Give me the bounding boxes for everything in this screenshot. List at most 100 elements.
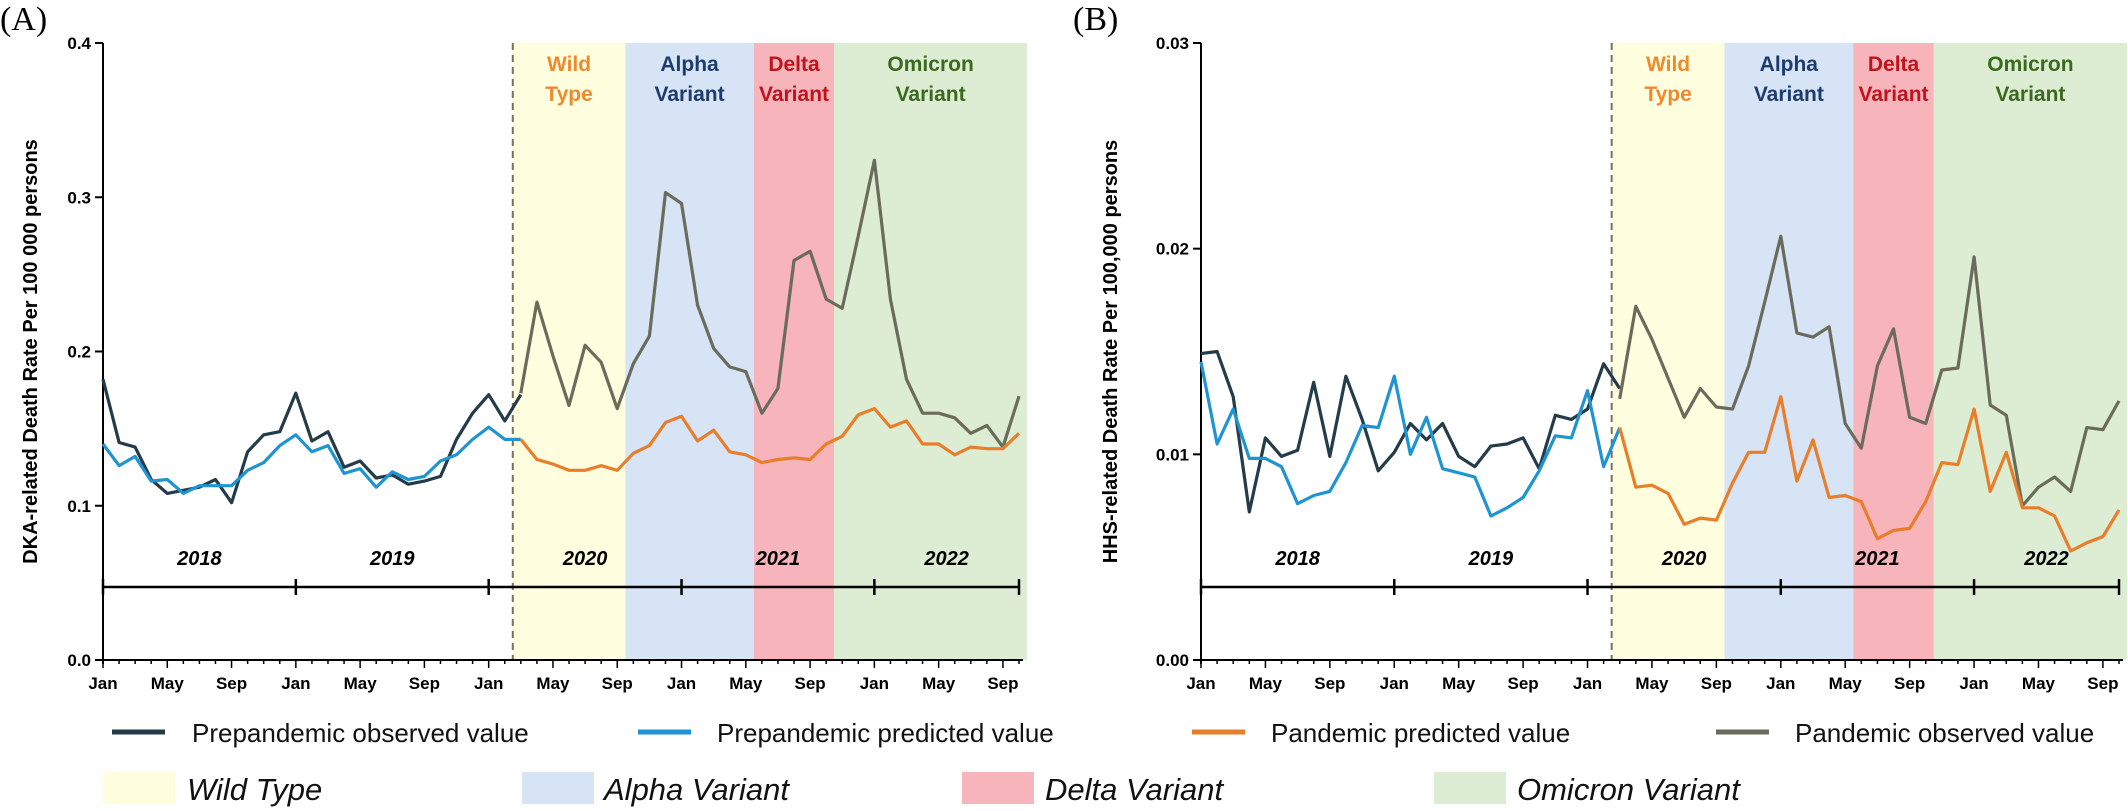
series-line-prepandemic-predicted-value	[101, 425, 521, 495]
x-tick-label: Sep	[1314, 674, 1345, 693]
era-label-omicron: Omicron	[1987, 53, 2073, 76]
y-tick-label: 0.0	[67, 651, 91, 670]
panel-label: (B)	[1073, 1, 1118, 38]
year-label: 2021	[1854, 548, 1900, 570]
era-band-omicron	[834, 43, 1028, 660]
era-band-wild	[1611, 43, 1725, 660]
year-label: 2022	[2023, 548, 2069, 570]
series-line-pandemic-predicted-value	[1618, 395, 2121, 553]
era-label-wild: Wild	[1646, 53, 1690, 76]
x-tick-label: May	[2022, 674, 2056, 693]
y-tick-label: 0.2	[67, 343, 91, 362]
series-line-prepandemic-predicted-value	[1199, 361, 1622, 518]
x-tick-label: Jan	[474, 674, 503, 693]
y-tick-label: 0.03	[1156, 34, 1189, 53]
x-tick-label: Sep	[2087, 674, 2118, 693]
series-line-pandemic-observed-value	[519, 158, 1021, 449]
era-label-wild: Wild	[547, 53, 591, 76]
era-label-alpha: Variant	[655, 83, 725, 106]
x-tick-label: Jan	[1959, 674, 1988, 693]
legend-label-alpha: Alpha Variant	[602, 772, 790, 807]
x-tick-label: May	[1635, 674, 1669, 693]
legend-swatch-alpha	[522, 772, 594, 804]
x-tick-label: May	[344, 674, 378, 693]
x-tick-label: Jan	[860, 674, 889, 693]
era-label-delta: Variant	[1859, 83, 1929, 106]
legend-label-omicron: Omicron Variant	[1517, 772, 1741, 807]
era-label-alpha: Alpha	[660, 53, 719, 76]
year-label: 2018	[1274, 548, 1320, 570]
x-tick-label: May	[151, 674, 185, 693]
era-label-delta: Variant	[759, 83, 829, 106]
era-band-alpha	[625, 43, 754, 660]
legend-label-delta: Delta Variant	[1045, 772, 1224, 807]
x-tick-label: Sep	[1701, 674, 1732, 693]
series-line-prepandemic-observed-value	[101, 378, 523, 505]
legend-swatch-wild	[103, 772, 175, 804]
y-tick-label: 0.01	[1156, 445, 1189, 464]
era-label-delta: Delta	[768, 53, 820, 76]
x-tick-label: May	[729, 674, 763, 693]
y-tick-label: 0.3	[67, 188, 91, 207]
y-tick-label: 0.1	[67, 497, 91, 516]
y-axis-label: DKA-related Death Rate Per 100 000 perso…	[20, 139, 42, 564]
x-tick-label: May	[1442, 674, 1476, 693]
x-tick-label: Jan	[281, 674, 310, 693]
x-tick-label: Jan	[1380, 674, 1409, 693]
y-axis-label: HHS-related Death Rate Per 100,000 perso…	[1100, 140, 1122, 564]
era-band-wild	[512, 43, 626, 660]
chart-panel-a: Wild Type Alpha Variant Delta Variant Omicron V…	[0, 1, 1028, 693]
legend-swatch-omicron	[1434, 772, 1506, 804]
series-line-pandemic-observed-value	[1618, 234, 2121, 508]
x-tick-label: Sep	[602, 674, 633, 693]
era-label-alpha: Variant	[1754, 83, 1824, 106]
legend-label-pandemic-observed: Pandemic observed value	[1795, 718, 2094, 748]
x-tick-label: Sep	[216, 674, 247, 693]
x-tick-label: May	[922, 674, 956, 693]
chart-panel-b: Wild Type Alpha Variant Delta Variant Omicron V…	[1073, 1, 2128, 693]
x-tick-label: Jan	[1186, 674, 1215, 693]
x-tick-label: Jan	[1573, 674, 1602, 693]
year-label: 2018	[176, 548, 222, 570]
year-label: 2020	[1661, 548, 1707, 570]
x-tick-label: Jan	[88, 674, 117, 693]
legend: Prepandemic observed value Prepandemic pr…	[103, 718, 2094, 807]
era-band-delta	[753, 43, 835, 660]
legend-label-pandemic-predicted: Pandemic predicted value	[1271, 718, 1570, 748]
era-band-omicron	[1933, 43, 2128, 660]
x-tick-label: May	[1829, 674, 1863, 693]
x-tick-label: Jan	[1766, 674, 1795, 693]
y-tick-label: 0.02	[1156, 240, 1189, 259]
y-tick-label: 0.00	[1156, 651, 1189, 670]
year-label: 2021	[755, 548, 801, 570]
era-label-wild: Type	[1644, 83, 1691, 106]
legend-swatch-delta	[962, 772, 1034, 804]
era-label-omicron: Variant	[896, 83, 966, 106]
panel-label: (A)	[0, 1, 47, 38]
y-tick-label: 0.4	[67, 34, 91, 53]
legend-label-prepandemic-predicted: Prepandemic predicted value	[717, 718, 1054, 748]
x-tick-label: Sep	[1894, 674, 1925, 693]
x-tick-label: May	[536, 674, 570, 693]
year-label: 2019	[369, 548, 415, 570]
x-tick-label: Sep	[1508, 674, 1539, 693]
year-label: 2022	[923, 548, 969, 570]
x-tick-label: Jan	[667, 674, 696, 693]
era-label-omicron: Variant	[1995, 83, 2065, 106]
x-tick-label: Sep	[987, 674, 1018, 693]
era-label-alpha: Alpha	[1760, 53, 1819, 76]
legend-label-wild: Wild Type	[187, 772, 322, 807]
legend-label-prepandemic-observed: Prepandemic observed value	[192, 718, 529, 748]
era-label-delta: Delta	[1868, 53, 1920, 76]
series-line-pandemic-predicted-value	[519, 407, 1021, 472]
series-line-prepandemic-observed-value	[1200, 349, 1622, 514]
era-band-delta	[1853, 43, 1934, 660]
year-label: 2019	[1468, 548, 1514, 570]
x-tick-label: Sep	[794, 674, 825, 693]
x-tick-label: Sep	[409, 674, 440, 693]
year-label: 2020	[562, 548, 608, 570]
era-label-wild: Type	[545, 83, 592, 106]
era-label-omicron: Omicron	[887, 53, 973, 76]
x-tick-label: May	[1249, 674, 1283, 693]
